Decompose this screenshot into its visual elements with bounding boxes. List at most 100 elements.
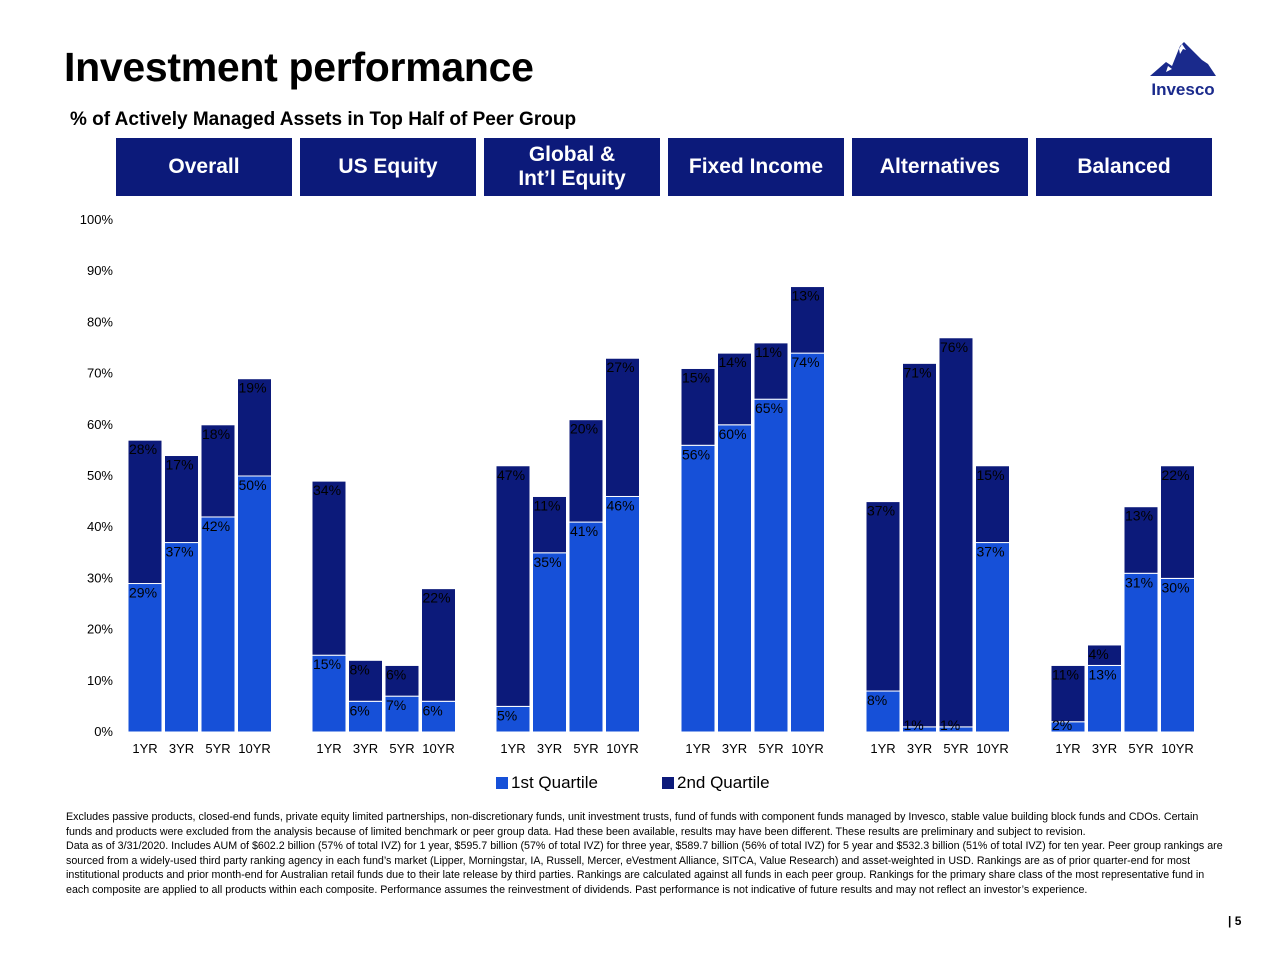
data-label-q1: 41% xyxy=(570,523,598,539)
bar-q1 xyxy=(348,700,383,733)
footnote-exclusions: Excludes passive products, closed-end fu… xyxy=(66,811,1199,838)
bar-q1 xyxy=(532,552,567,733)
bar-q1 xyxy=(1123,572,1159,733)
x-tick-label: 5YR xyxy=(943,741,968,756)
y-tick-label: 80% xyxy=(87,314,113,329)
data-label-q2: 11% xyxy=(1052,666,1079,682)
legend-swatch-q1 xyxy=(496,777,508,789)
data-label-q2: 15% xyxy=(977,467,1005,483)
data-label-q1: 56% xyxy=(682,446,710,462)
data-label-q2: 28% xyxy=(129,441,157,457)
investment-performance-chart: 0% 10% 20% 30% 40% 50% 60% 70% 80% 90% 100% 29% 28% 1… xyxy=(80,212,1195,756)
logo-wordmark: Invesco xyxy=(1151,80,1215,99)
bar-q1 xyxy=(237,475,272,733)
data-label-q2: 20% xyxy=(570,421,598,437)
y-tick-label: 30% xyxy=(87,570,113,585)
group-header-1: US Equity xyxy=(300,138,476,196)
x-tick-label: 10YR xyxy=(1161,741,1194,756)
x-tick-label: 3YR xyxy=(907,741,932,756)
bar-q2 xyxy=(975,465,1010,544)
data-label-q1: 30% xyxy=(1162,579,1190,595)
bar-q2 xyxy=(348,659,383,702)
data-label-q1: 50% xyxy=(239,477,267,493)
x-tick-label: 1YR xyxy=(132,741,157,756)
bar-q2 xyxy=(164,455,199,544)
data-label-q1: 8% xyxy=(867,692,887,708)
data-label-q2: 14% xyxy=(719,354,747,370)
group-header-3: Fixed Income xyxy=(668,138,844,196)
data-label-q1: 7% xyxy=(386,697,406,713)
bar-q2 xyxy=(384,664,420,697)
invesco-logo: Invesco xyxy=(1146,40,1220,104)
x-tick-label: 5YR xyxy=(1128,741,1153,756)
bar-q2 xyxy=(495,465,531,707)
data-label-q1: 74% xyxy=(792,354,820,370)
legend-label-q1: 1st Quartile xyxy=(511,773,598,792)
y-tick-label: 40% xyxy=(87,519,113,534)
bar-q2 xyxy=(717,352,752,426)
bar-q1 xyxy=(790,352,825,733)
data-label-q2: 71% xyxy=(904,364,932,380)
data-label-q1: 13% xyxy=(1089,666,1117,682)
x-tick-label: 10YR xyxy=(791,741,824,756)
data-label-q2: 27% xyxy=(607,359,635,375)
bar-q1 xyxy=(495,705,531,733)
data-label-q2: 22% xyxy=(423,590,451,606)
data-label-q1: 1% xyxy=(904,717,924,733)
legend-item-q1: 1st Quartile xyxy=(496,773,598,793)
x-tick-label: 5YR xyxy=(205,741,230,756)
bar-q2 xyxy=(568,419,604,523)
data-label-q1: 29% xyxy=(129,585,157,601)
x-tick-label: 1YR xyxy=(685,741,710,756)
data-label-q1: 31% xyxy=(1125,574,1153,590)
x-tick-label: 1YR xyxy=(316,741,341,756)
bar-q1 xyxy=(384,695,420,733)
bar-q2 xyxy=(127,439,163,585)
data-label-q2: 17% xyxy=(166,457,194,473)
group-header-2: Global & Int’l Equity xyxy=(484,138,660,196)
bar-q1 xyxy=(200,516,236,733)
x-tick-label: 1YR xyxy=(500,741,525,756)
data-label-q2: 19% xyxy=(239,380,267,396)
y-tick-label: 60% xyxy=(87,417,113,432)
data-label-q2: 6% xyxy=(386,666,406,682)
bar-q2 xyxy=(1087,644,1122,666)
data-label-q1: 60% xyxy=(719,426,747,442)
bar-q2 xyxy=(865,501,901,692)
data-label-q1: 2% xyxy=(1052,717,1072,733)
bar-q2 xyxy=(532,495,567,554)
bar-q2 xyxy=(753,342,789,400)
data-label-q1: 65% xyxy=(755,400,783,416)
data-label-q1: 37% xyxy=(166,544,194,560)
data-label-q1: 6% xyxy=(350,702,370,718)
x-tick-label: 3YR xyxy=(169,741,194,756)
data-label-q2: 8% xyxy=(350,661,370,677)
x-tick-label: 5YR xyxy=(389,741,414,756)
x-tick-label: 10YR xyxy=(422,741,455,756)
y-tick-label: 50% xyxy=(87,468,113,483)
bar-q1 xyxy=(680,444,716,733)
bar-q1 xyxy=(753,398,789,733)
x-tick-label: 5YR xyxy=(758,741,783,756)
x-tick-label: 10YR xyxy=(606,741,639,756)
data-label-q2: 13% xyxy=(1125,508,1153,524)
data-label-q2: 47% xyxy=(497,467,525,483)
bar-q1 xyxy=(605,495,640,733)
bar-q2 xyxy=(1123,506,1159,574)
legend-label-q2: 2nd Quartile xyxy=(677,773,770,792)
bar-q2 xyxy=(605,357,640,497)
x-tick-label: 3YR xyxy=(353,741,378,756)
bar-q1 xyxy=(1160,577,1195,733)
data-label-q1: 6% xyxy=(423,702,443,718)
page-subtitle: % of Actively Managed Assets in Top Half… xyxy=(70,109,577,130)
bar-q2 xyxy=(902,362,937,728)
data-label-q2: 13% xyxy=(792,288,820,304)
bar-q1 xyxy=(717,424,752,733)
data-label-q1: 1% xyxy=(940,717,960,733)
x-tick-label: 1YR xyxy=(1055,741,1080,756)
bar-q2 xyxy=(200,424,236,518)
page-title: Investment performance xyxy=(64,44,534,90)
data-label-q2: 11% xyxy=(534,497,561,513)
data-label-q2: 22% xyxy=(1162,467,1190,483)
x-tick-label: 3YR xyxy=(537,741,562,756)
